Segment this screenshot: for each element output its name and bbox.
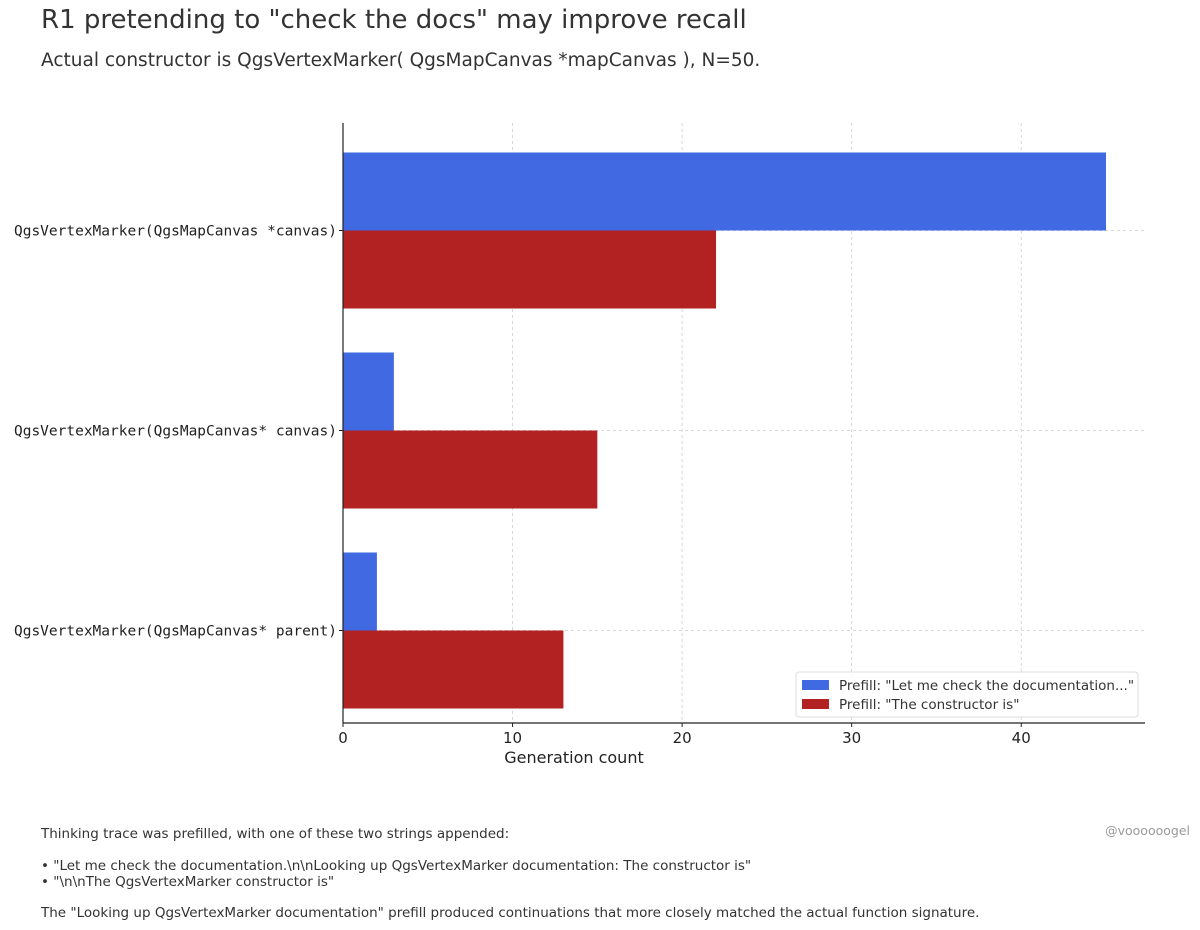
footer-bullet-1: • "Let me check the documentation.\n\nLo… bbox=[41, 858, 752, 874]
y-tick-label: QgsVertexMarker(QgsMapCanvas *canvas) bbox=[14, 224, 337, 240]
x-axis-label: Generation count bbox=[504, 748, 643, 767]
legend-swatch bbox=[802, 680, 829, 690]
y-tick-label: QgsVertexMarker(QgsMapCanvas* canvas) bbox=[14, 424, 337, 440]
watermark: @voooooogel bbox=[1105, 823, 1190, 838]
x-tick-label: 0 bbox=[338, 729, 348, 747]
footer-intro: Thinking trace was prefilled, with one o… bbox=[41, 826, 510, 842]
x-tick-label: 10 bbox=[503, 729, 522, 747]
chart-subtitle: Actual constructor is QgsVertexMarker( Q… bbox=[41, 50, 761, 71]
legend-box bbox=[795, 671, 1139, 718]
legend-label: Prefill: "Let me check the documentation… bbox=[839, 678, 1134, 694]
footer-conclusion: The "Looking up QgsVertexMarker document… bbox=[41, 905, 980, 921]
y-tick-label: QgsVertexMarker(QgsMapCanvas* parent) bbox=[14, 624, 337, 640]
bar-constructor-is bbox=[343, 630, 564, 709]
legend-swatch bbox=[802, 699, 829, 709]
x-tick-label: 30 bbox=[842, 729, 861, 747]
bar-check-docs bbox=[343, 552, 377, 631]
x-tick-label: 20 bbox=[673, 729, 692, 747]
bar-constructor-is bbox=[343, 430, 598, 509]
bar-constructor-is bbox=[343, 230, 717, 309]
bar-check-docs bbox=[343, 152, 1107, 231]
bar-chart: QgsVertexMarker(QgsMapCanvas *canvas) Qgs… bbox=[14, 123, 1145, 767]
chart-title: R1 pretending to "check the docs" may im… bbox=[41, 5, 747, 35]
x-tick-label: 40 bbox=[1012, 729, 1031, 747]
legend-label: Prefill: "The constructor is" bbox=[839, 697, 1019, 713]
bar-check-docs bbox=[343, 352, 394, 431]
footer-bullet-2: • "\n\nThe QgsVertexMarker constructor i… bbox=[41, 874, 335, 890]
